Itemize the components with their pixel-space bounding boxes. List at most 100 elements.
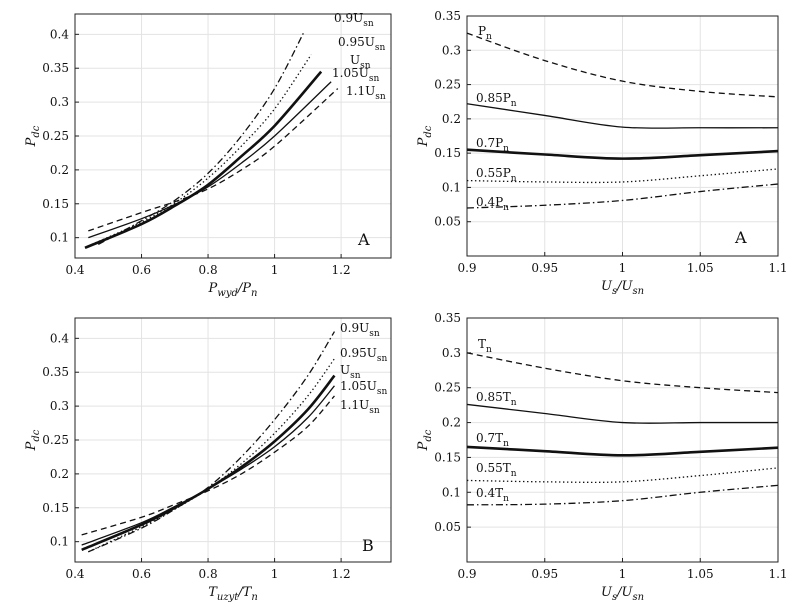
y-axis-label: Pdc​ <box>24 429 42 451</box>
y-tick-label: 0.4 <box>50 27 69 41</box>
series-label-0-4t-n: 0.4Tn​ <box>476 486 509 504</box>
panel-letter: A <box>357 230 370 249</box>
x-axis-label: Us​/Usn​ <box>601 279 644 297</box>
y-tick-label: 0.2 <box>442 416 461 430</box>
series-label-0-55p-n: 0.55Pn​ <box>476 166 517 184</box>
y-tick-label: 0.4 <box>50 331 69 345</box>
series-line-0-7t-n <box>466 445 779 457</box>
x-axis-label: Us​/Usn​ <box>601 585 644 603</box>
chart-panel-4: 0.9 0.95 1 1.05 1.1 0.05 0.1 0.15 0.2 0.25 0.3 0.35… <box>416 311 788 603</box>
series-line-0-7p-n <box>466 148 779 160</box>
x-tick-label: 0.95 <box>531 567 558 581</box>
series-label-0-7t-n: 0.7Tn​ <box>476 431 509 449</box>
series-line-0-95u-sn <box>91 54 312 246</box>
y-axis-label: Pdc​ <box>416 429 434 451</box>
series-line-1-1u-sn <box>81 395 335 536</box>
y-tick-label: 0.3 <box>50 399 69 413</box>
series-line-0-85t-n <box>466 403 778 424</box>
y-tick-label: 0.3 <box>442 43 461 57</box>
y-tick-label: 0.15 <box>42 197 69 211</box>
series-line-0-9u-sn <box>88 331 336 553</box>
y-tick-label: 0.25 <box>42 433 69 447</box>
series-line-0-55p-n <box>466 168 779 184</box>
y-tick-label: 0.2 <box>442 112 461 126</box>
y-tick-label: 0.25 <box>434 381 461 395</box>
y-tick-label: 0.2 <box>50 467 69 481</box>
series-line-1-05u-sn <box>88 81 332 239</box>
y-tick-label: 0.35 <box>434 311 461 325</box>
y-tick-label: 0.2 <box>50 163 69 177</box>
chart-panel-1: 0.4 0.6 0.8 1 1.2 0.1 0.15 0.2 0.25 0.3 0.35 0.4 Pwy… <box>24 11 392 299</box>
series-label-u-sn: Usn​ <box>340 363 361 381</box>
y-tick-label: 0.1 <box>50 535 69 549</box>
x-tick-label: 0.6 <box>132 263 151 277</box>
y-tick-label: 0.25 <box>42 129 69 143</box>
series-label-0-9u-sn: 0.9Usn​ <box>334 11 374 29</box>
x-tick-label: 0.95 <box>531 261 558 275</box>
x-axis-label: Tuzyt​/Tn​ <box>208 585 258 603</box>
series-label-1-05u-sn: 1.05Usn​ <box>332 66 379 84</box>
x-tick-label: 1.2 <box>332 567 351 581</box>
y-tick-label: 0.15 <box>42 501 69 515</box>
series-line-0-95u-sn <box>88 358 335 553</box>
x-tick-label: 1.2 <box>332 263 351 277</box>
panel-letter: B <box>362 536 374 555</box>
series-label-0-55t-n: 0.55Tn​ <box>476 461 517 479</box>
series-line-u-sn <box>84 70 323 250</box>
y-tick-label: 0.15 <box>434 146 461 160</box>
series-label-0-95u-sn: 0.95Usn​ <box>338 35 385 53</box>
series-line-t-n <box>466 352 779 394</box>
chart-panel-2: 0.9 0.95 1 1.05 1.1 0.05 0.1 0.15 0.2 0.25 0.3 0.35… <box>416 9 788 297</box>
series-label-1-05u-sn: 1.05Usn​ <box>340 379 387 397</box>
series-line-0-4t-n <box>466 484 779 506</box>
y-axis-label: Pdc​ <box>416 125 434 147</box>
series-label-0-9u-sn: 0.9Usn​ <box>340 321 380 339</box>
x-tick-label: 1 <box>619 261 627 275</box>
series-line-0-85p-n <box>466 103 779 129</box>
y-tick-label: 0.35 <box>434 9 461 23</box>
x-tick-label: 0.8 <box>199 263 218 277</box>
series-line-u-sn <box>81 374 336 551</box>
chart-panel-3: 0.4 0.6 0.8 1 1.2 0.1 0.15 0.2 0.25 0.3 0.35 0.4 Tuz… <box>24 317 392 603</box>
series-line-1-1u-sn <box>88 88 339 232</box>
y-tick-label: 0.1 <box>442 180 461 194</box>
series-label-0-7p-n: 0.7Pn​ <box>476 136 509 154</box>
series-label-0-85p-n: 0.85Pn​ <box>476 91 517 109</box>
x-tick-label: 0.4 <box>65 567 84 581</box>
y-tick-label: 0.3 <box>50 95 69 109</box>
series-label-1-1u-sn: 1.1Usn​ <box>340 398 380 416</box>
y-tick-label: 0.3 <box>442 346 461 360</box>
series-label-p-n: Pn​ <box>478 24 492 42</box>
x-tick-label: 1 <box>271 263 279 277</box>
x-tick-label: 1.05 <box>687 261 714 275</box>
series-line-0-55t-n <box>466 467 779 483</box>
y-tick-label: 0.1 <box>50 231 69 245</box>
y-tick-label: 0.35 <box>42 61 69 75</box>
x-tick-label: 0.6 <box>132 567 151 581</box>
series-line-0-4p-n <box>466 183 779 209</box>
series-label-0-4p-n: 0.4Pn​ <box>476 195 509 213</box>
y-tick-label: 0.1 <box>442 485 461 499</box>
x-tick-label: 0.4 <box>65 263 84 277</box>
series-label-u-sn: Usn​ <box>350 53 371 71</box>
y-axis-label: Pdc​ <box>24 125 42 147</box>
x-tick-label: 0.9 <box>457 567 476 581</box>
x-tick-label: 1.1 <box>768 261 787 275</box>
y-tick-label: 0.05 <box>434 520 461 534</box>
series-label-1-1u-sn: 1.1Usn​ <box>346 84 386 102</box>
series-line-p-n <box>466 32 779 98</box>
y-tick-label: 0.25 <box>434 78 461 92</box>
series-label-0-85t-n: 0.85Tn​ <box>476 390 517 408</box>
x-tick-label: 1 <box>271 567 279 581</box>
y-tick-label: 0.15 <box>434 450 461 464</box>
series-label-0-95u-sn: 0.95Usn​ <box>340 346 387 364</box>
x-tick-label: 1 <box>619 567 627 581</box>
x-tick-label: 1.1 <box>768 567 787 581</box>
series-line-1-05u-sn <box>81 385 335 546</box>
x-axis-label: Pwyd​/Pn​ <box>208 281 258 299</box>
x-tick-label: 0.8 <box>199 567 218 581</box>
series-label-t-n: Tn​ <box>478 337 492 355</box>
x-tick-label: 1.05 <box>687 567 714 581</box>
y-tick-label: 0.05 <box>434 215 461 229</box>
